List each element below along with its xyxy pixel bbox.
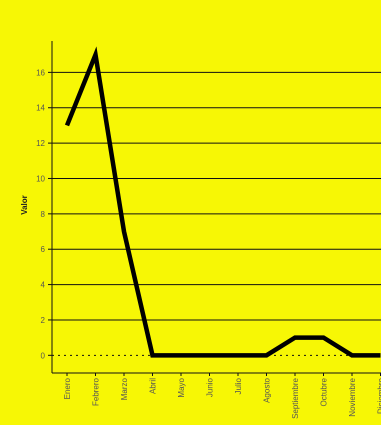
y-tick-label: 10 <box>36 174 45 183</box>
x-tick-label-noviembre: Noviembre <box>348 377 357 416</box>
x-tick-label-abril: Abril <box>149 378 158 394</box>
x-axis-ticks: Enero Febrero Marzo Abril Mayo Junio Julio Agos… <box>63 373 381 419</box>
axes <box>51 41 381 374</box>
gridlines <box>52 71 381 356</box>
x-tick-label-agosto: Agosto <box>263 377 272 402</box>
y-tick-label: 6 <box>41 245 46 254</box>
x-tick-label-mayo: Mayo <box>177 377 186 397</box>
y-axis-ticks: 0 2 4 6 8 10 12 14 16 <box>36 68 52 360</box>
y-tick-label: 12 <box>36 139 45 148</box>
x-tick-label-diciembre: Diciembre <box>377 377 381 414</box>
x-tick-label-septiembre: Septiembre <box>291 377 300 418</box>
x-tick-label-octubre: Octubre <box>320 377 329 406</box>
x-tick-label-junio: Junio <box>206 377 215 397</box>
y-tick-label: 2 <box>41 316 46 325</box>
y-tick-label: 16 <box>36 68 45 77</box>
y-tick-label: 0 <box>41 351 46 360</box>
x-tick-label-julio: Julio <box>234 377 243 394</box>
x-tick-label-marzo: Marzo <box>120 377 129 400</box>
series-line-0 <box>64 46 381 358</box>
x-tick-label-enero: Enero <box>63 377 72 399</box>
y-tick-label: 8 <box>41 210 46 219</box>
y-axis-title: Valor <box>20 195 29 215</box>
series <box>64 46 381 358</box>
y-tick-label: 14 <box>36 104 45 113</box>
x-tick-label-febrero: Febrero <box>92 377 101 406</box>
y-tick-label: 4 <box>41 281 46 290</box>
